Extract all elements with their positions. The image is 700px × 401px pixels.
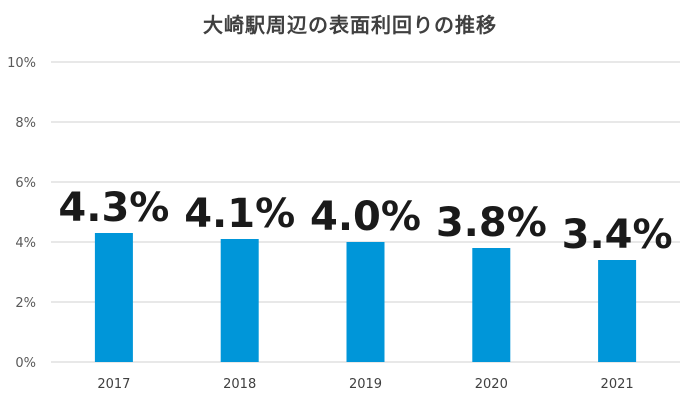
bar: [346, 242, 385, 362]
data-label: 3.8%: [436, 200, 547, 246]
y-tick-label: 8%: [15, 116, 36, 131]
x-tick-label: 2021: [601, 377, 634, 392]
y-tick-label: 2%: [15, 296, 36, 311]
data-label: 4.1%: [184, 191, 295, 237]
y-tick-label: 6%: [15, 176, 36, 191]
bar: [598, 260, 637, 362]
bar: [220, 239, 259, 362]
x-tick-label: 2017: [97, 377, 130, 392]
y-tick-label: 0%: [15, 356, 36, 371]
x-tick-label: 2019: [349, 377, 382, 392]
chart-title: 大崎駅周辺の表面利回りの推移: [203, 13, 497, 37]
data-label: 4.3%: [58, 185, 169, 231]
bar: [94, 233, 133, 362]
bar: [472, 248, 511, 362]
x-tick-label: 2018: [223, 377, 256, 392]
data-label: 4.0%: [310, 194, 421, 240]
y-tick-label: 10%: [7, 56, 36, 71]
x-tick-label: 2020: [475, 377, 508, 392]
data-label: 3.4%: [562, 212, 673, 258]
y-tick-label: 4%: [15, 236, 36, 251]
